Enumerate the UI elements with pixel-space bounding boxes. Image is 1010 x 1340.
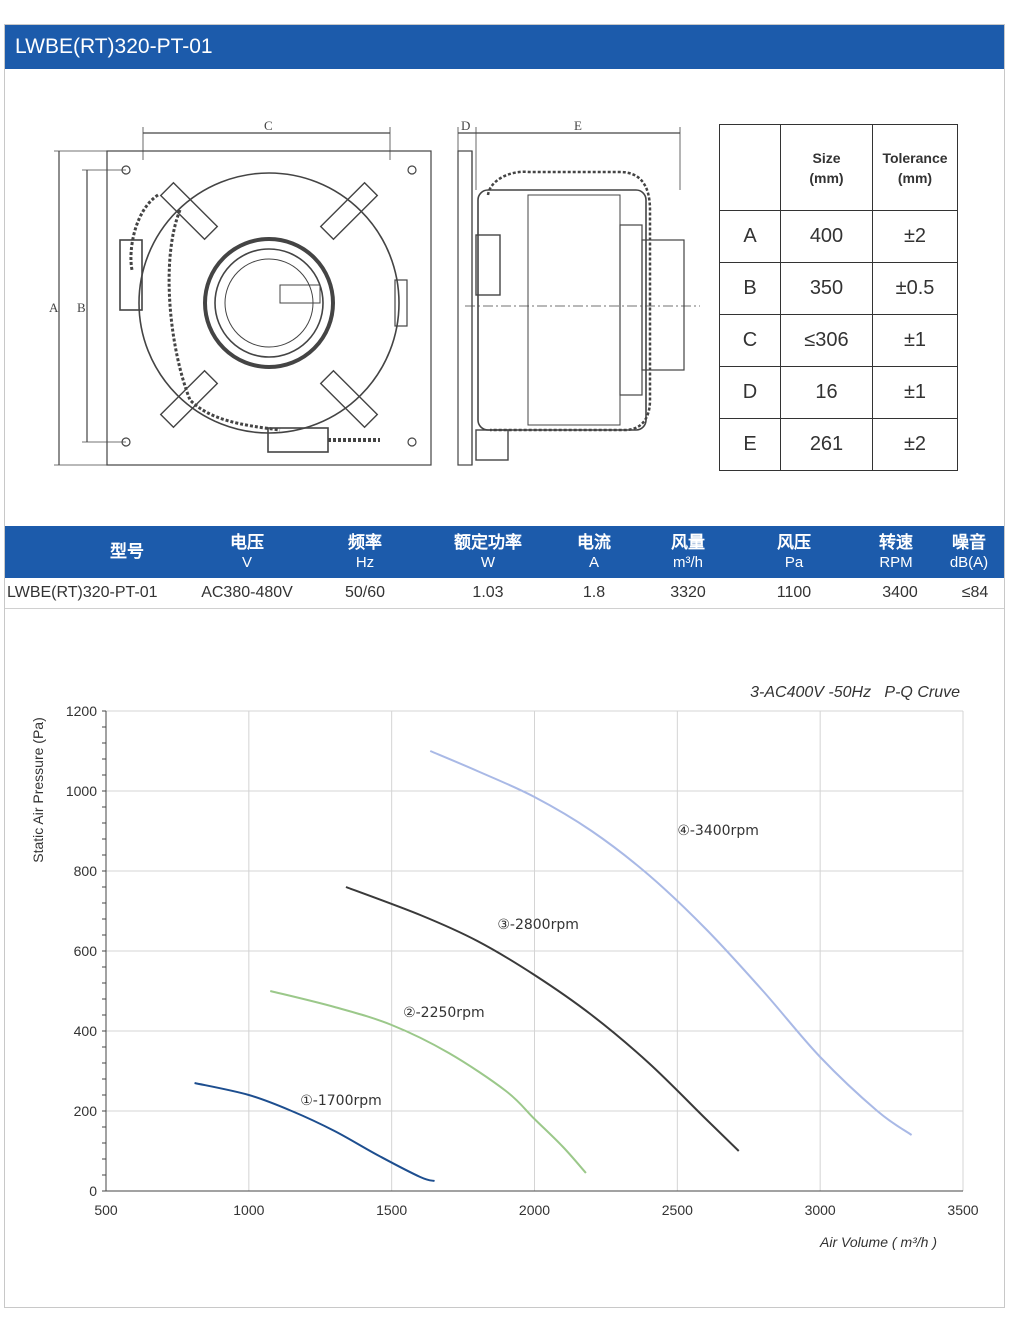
y-axis-title: Static Air Pressure (Pa) <box>30 717 46 863</box>
front-plate <box>106 150 432 466</box>
dim-tolerance: ±1 <box>872 314 958 367</box>
dim-size: 400 <box>780 210 873 263</box>
dim-tolerance: ±1 <box>872 366 958 419</box>
x-tick-label: 2000 <box>519 1202 550 1218</box>
pq-curve-chart: 3-AC400V -50Hz P-Q Cruve 500 1000 1500 2000… <box>30 684 979 1250</box>
spec-header-current: 电流 A <box>577 532 611 571</box>
page-frame <box>4 24 1005 1308</box>
spec-header-model: 型号 <box>110 542 144 562</box>
label-b: B <box>77 300 86 315</box>
dim-size: 350 <box>780 262 873 315</box>
dim-label: E <box>719 418 781 471</box>
spec-header-noise: 噪音 dB(A) <box>949 532 989 571</box>
chart-title: 3-AC400V -50Hz P-Q Cruve <box>750 684 960 701</box>
spec-table-header: 型号 电压 V 频率 Hz 额定功率 W 电流 A 风量 m³/h 风压 Pa 转速 RPM … <box>5 526 1004 578</box>
spec-current: 1.8 <box>582 584 606 601</box>
spec-frequency: 50/60 <box>344 584 386 601</box>
dim-label: A <box>719 210 781 263</box>
series-label: ③-2800rpm <box>497 917 579 933</box>
y-tick-label: 400 <box>74 1023 98 1039</box>
spec-voltage: AC380-480V <box>201 584 293 601</box>
series-label: ④-3400rpm <box>677 823 759 839</box>
spec-header-power: 额定功率 W <box>454 532 522 571</box>
label-d: D <box>461 118 470 133</box>
dim-tolerance: ±0.5 <box>872 262 958 315</box>
technical-drawing: C A B D E <box>40 100 720 480</box>
x-tick-label: 500 <box>94 1202 118 1218</box>
dim-label: C <box>719 314 781 367</box>
series-line-4 <box>429 750 913 1136</box>
label-c: C <box>264 118 273 133</box>
x-tick-label: 1500 <box>376 1202 407 1218</box>
table-row: C ≤306 ±1 <box>719 314 958 367</box>
table-row: A 400 ±2 <box>719 210 958 263</box>
x-axis-title: Air Volume ( m³/h ) <box>819 1234 937 1250</box>
spec-header-airflow: 风量 m³/h <box>671 532 705 571</box>
y-tick-label: 1000 <box>66 783 97 799</box>
series-line-3 <box>345 886 740 1152</box>
dim-size: 261 <box>780 418 873 471</box>
y-tick-label: 200 <box>74 1103 98 1119</box>
table-row: LWBE(RT)320-PT-01 AC380-480V 50/60 1.03 … <box>5 578 1004 609</box>
spec-airflow: 3320 <box>670 584 706 601</box>
x-tick-label: 1000 <box>233 1202 264 1218</box>
spec-pressure: 1100 <box>776 584 812 601</box>
dim-header-blank <box>719 124 781 211</box>
spec-header-voltage: 电压 V <box>230 532 264 571</box>
dim-size: 16 <box>780 366 873 419</box>
spec-power: 1.03 <box>472 584 504 601</box>
dim-label: B <box>719 262 781 315</box>
y-tick-label: 0 <box>89 1183 97 1199</box>
series-label: ①-1700rpm <box>300 1093 382 1109</box>
dim-tolerance: ±2 <box>872 418 958 471</box>
series-line-1 <box>194 1082 435 1182</box>
dimension-table: Size (mm) Tolerance (mm) A 400 ±2 B 350 ±0… <box>719 124 958 471</box>
drawing-svg: C A B D E <box>49 118 700 466</box>
page-title: LWBE(RT)320-PT-01 <box>5 25 1004 69</box>
label-a: A <box>49 300 59 315</box>
spec-model: LWBE(RT)320-PT-01 <box>7 584 158 601</box>
table-row: E 261 ±2 <box>719 418 958 471</box>
spec-noise: ≤84 <box>961 584 989 601</box>
y-tick-label: 1200 <box>66 703 97 719</box>
side-flange <box>457 150 473 466</box>
spec-header-frequency: 频率 Hz <box>348 532 382 571</box>
dim-label: D <box>719 366 781 419</box>
spec-header-speed: 转速 RPM <box>879 532 913 571</box>
table-row: D 16 ±1 <box>719 366 958 419</box>
table-row: B 350 ±0.5 <box>719 262 958 315</box>
x-tick-label: 2500 <box>662 1202 693 1218</box>
label-e: E <box>574 118 582 133</box>
spec-speed: 3400 <box>882 584 918 601</box>
x-tick-label: 3000 <box>805 1202 836 1218</box>
series-line-2 <box>270 990 587 1174</box>
series-label: ②-2250rpm <box>403 1005 485 1021</box>
y-tick-label: 600 <box>74 943 98 959</box>
dim-header-size: Size (mm) <box>780 124 873 211</box>
y-tick-label: 800 <box>74 863 98 879</box>
dim-tolerance: ±2 <box>872 210 958 263</box>
dim-header-tolerance: Tolerance (mm) <box>872 124 958 211</box>
spec-header-pressure: 风压 Pa <box>777 532 811 571</box>
dim-size: ≤306 <box>780 314 873 367</box>
x-tick-label: 3500 <box>947 1202 978 1218</box>
